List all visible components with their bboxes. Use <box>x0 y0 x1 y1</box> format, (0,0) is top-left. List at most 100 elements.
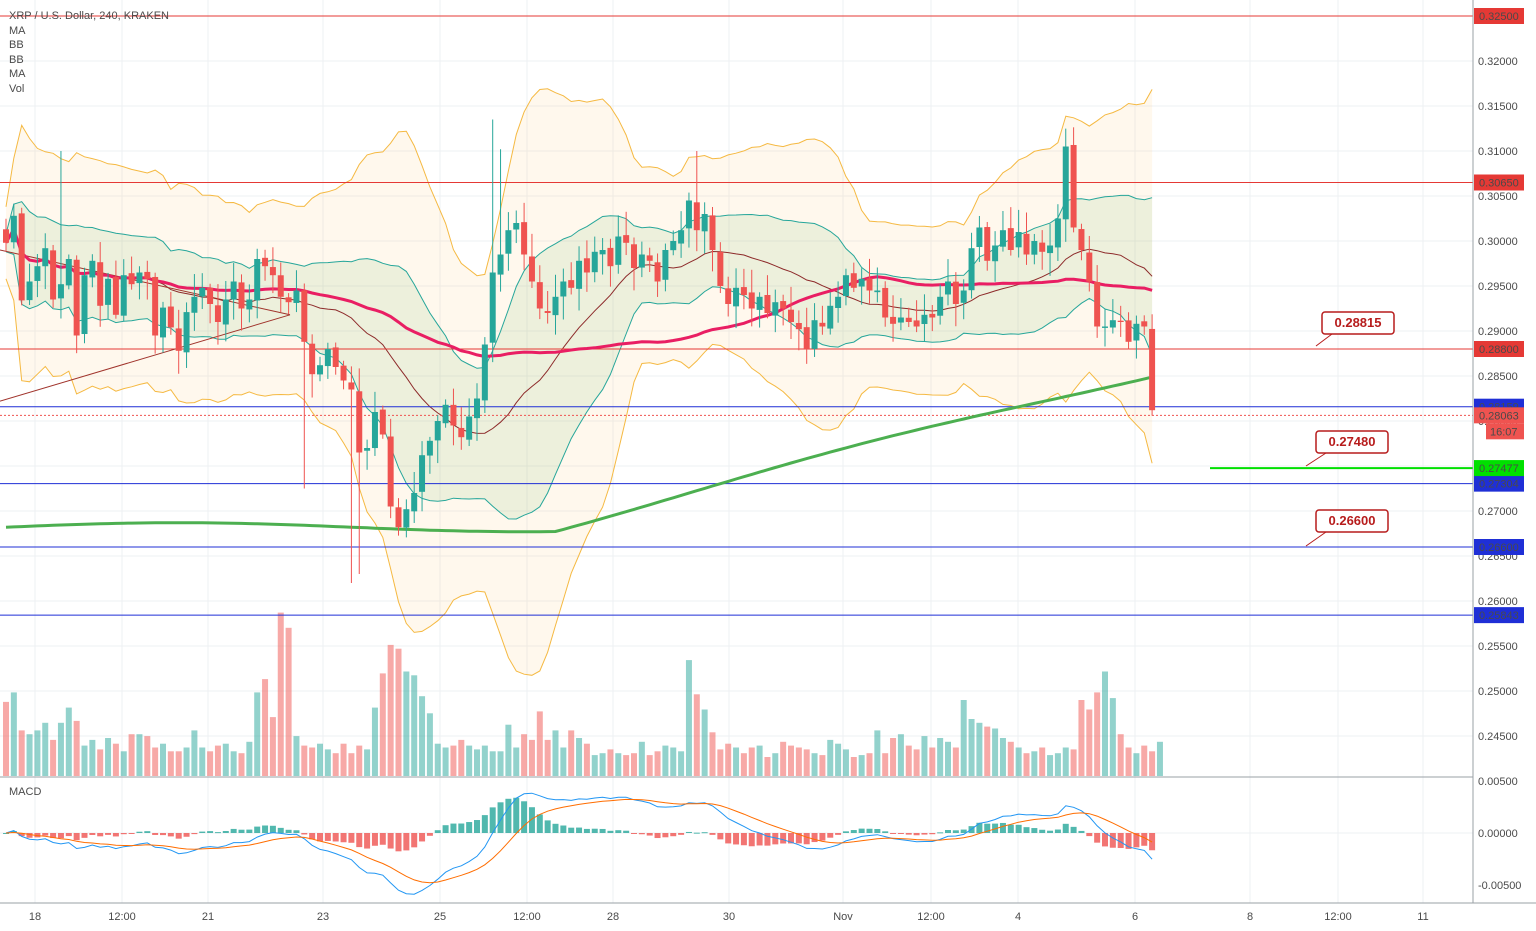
macd-histogram-bar <box>733 833 740 845</box>
countdown-bg <box>1486 423 1524 440</box>
macd-histogram-bar <box>65 833 72 837</box>
volume-bar <box>576 738 583 776</box>
volume-bar <box>560 747 567 776</box>
volume-bar <box>277 612 284 776</box>
macd-histogram-bar <box>701 832 708 834</box>
candle-body <box>756 296 763 310</box>
candle-body <box>882 287 889 318</box>
volume-bar <box>897 734 904 776</box>
volume-bar <box>505 724 512 776</box>
candle-body <box>379 409 386 435</box>
volume-bar <box>725 743 732 776</box>
macd-tick-label: -0.00500 <box>1478 880 1521 892</box>
candle-body <box>466 416 473 440</box>
candle-body <box>18 213 25 301</box>
volume-bar <box>1133 753 1140 776</box>
callout-label: 0.26600 <box>1329 513 1376 528</box>
macd-histogram-bar <box>1039 829 1046 833</box>
callout-box <box>1321 311 1395 335</box>
volume-bar <box>1007 741 1014 776</box>
macd-histogram-bar <box>254 826 261 833</box>
candle-body <box>623 235 630 243</box>
macd-histogram-bar <box>97 833 104 837</box>
time-tick-label: 12:00 <box>108 911 136 923</box>
indicator-bb-1[interactable]: BB <box>9 39 24 51</box>
volume-bar <box>583 743 590 776</box>
volume-bar <box>191 730 198 776</box>
macd-histogram-bar <box>780 833 787 844</box>
volume-bar <box>65 707 72 776</box>
candle-body <box>481 344 488 401</box>
axis-tag-support-bg <box>1474 460 1524 477</box>
volume-bar <box>183 747 190 776</box>
indicator-ma-1[interactable]: MA <box>9 24 26 37</box>
macd-tick-label: 0.00500 <box>1478 776 1518 788</box>
volume-bar <box>489 751 496 776</box>
candle-body <box>332 347 339 367</box>
indicator-bb-2[interactable]: BB <box>9 53 24 66</box>
volume-bar <box>317 743 323 776</box>
axis-tag-0.27304-bg <box>1474 475 1524 492</box>
price-callouts[interactable]: 0.28815 0.27480 0.26600 <box>1305 311 1395 547</box>
macd-histogram-bar <box>105 833 112 835</box>
indicator-vol[interactable]: Vol <box>9 82 25 95</box>
moving-averages <box>4 225 1153 534</box>
volume-bar <box>890 738 897 776</box>
candle-body <box>434 421 441 441</box>
macd-histogram-bar <box>591 828 598 833</box>
volume-bar <box>332 753 339 776</box>
macd-histogram-bar <box>599 828 606 833</box>
macd-histogram-bar <box>466 822 473 833</box>
candle-body <box>827 305 834 329</box>
volume-bar <box>120 751 127 776</box>
volume-bar <box>3 701 9 776</box>
macd-histogram-bar <box>1070 826 1077 833</box>
volume-bar <box>434 743 441 776</box>
candle-body <box>717 251 724 286</box>
macd-histogram-bar <box>709 833 716 835</box>
macd-histogram-bar <box>897 833 904 834</box>
macd-label[interactable]: MACD <box>9 786 42 798</box>
candle-body <box>803 327 810 349</box>
macd-histogram-bar <box>866 828 873 833</box>
volume-bar <box>999 738 1006 776</box>
macd-histogram-bar <box>842 831 849 833</box>
horizontal-lines[interactable] <box>0 15 1473 616</box>
candle-body <box>1141 321 1148 327</box>
volume-bar <box>481 745 488 776</box>
candle-body <box>81 275 88 335</box>
price-tick-label: 0.26000 <box>1478 596 1518 608</box>
volume-bar <box>662 745 669 776</box>
volume-bar <box>497 751 504 776</box>
macd-histogram-bar <box>317 833 323 842</box>
candles <box>3 119 1156 583</box>
volume-bar <box>882 753 889 776</box>
macd-histogram-bar <box>199 831 206 833</box>
bb-inner-lower <box>5 251 1153 520</box>
volume-bar <box>426 713 433 776</box>
volume-bar <box>544 739 551 776</box>
macd-histogram-bar <box>293 830 300 833</box>
candle-body <box>1109 320 1116 328</box>
indicator-ma-2[interactable]: MA <box>9 68 26 80</box>
volume-bar <box>285 627 292 776</box>
macd-histogram-bar <box>160 833 166 836</box>
candle-body <box>1062 146 1069 220</box>
candle-body <box>929 313 936 318</box>
macd-histogram-bar <box>874 829 881 833</box>
macd-histogram-bar <box>827 833 834 838</box>
volume-bar <box>528 739 535 776</box>
candle-body <box>646 255 653 261</box>
macd-histogram-bar <box>552 823 559 833</box>
macd-histogram-bar <box>348 833 355 843</box>
candle-body <box>890 316 897 324</box>
macd-histogram-bar <box>748 833 755 847</box>
candle-body <box>725 288 732 304</box>
macd-histogram-bar <box>521 801 528 833</box>
volume-bar <box>1062 747 1069 776</box>
candle-body <box>191 296 198 313</box>
volume-bar <box>866 753 873 776</box>
volume-bar <box>521 734 528 776</box>
